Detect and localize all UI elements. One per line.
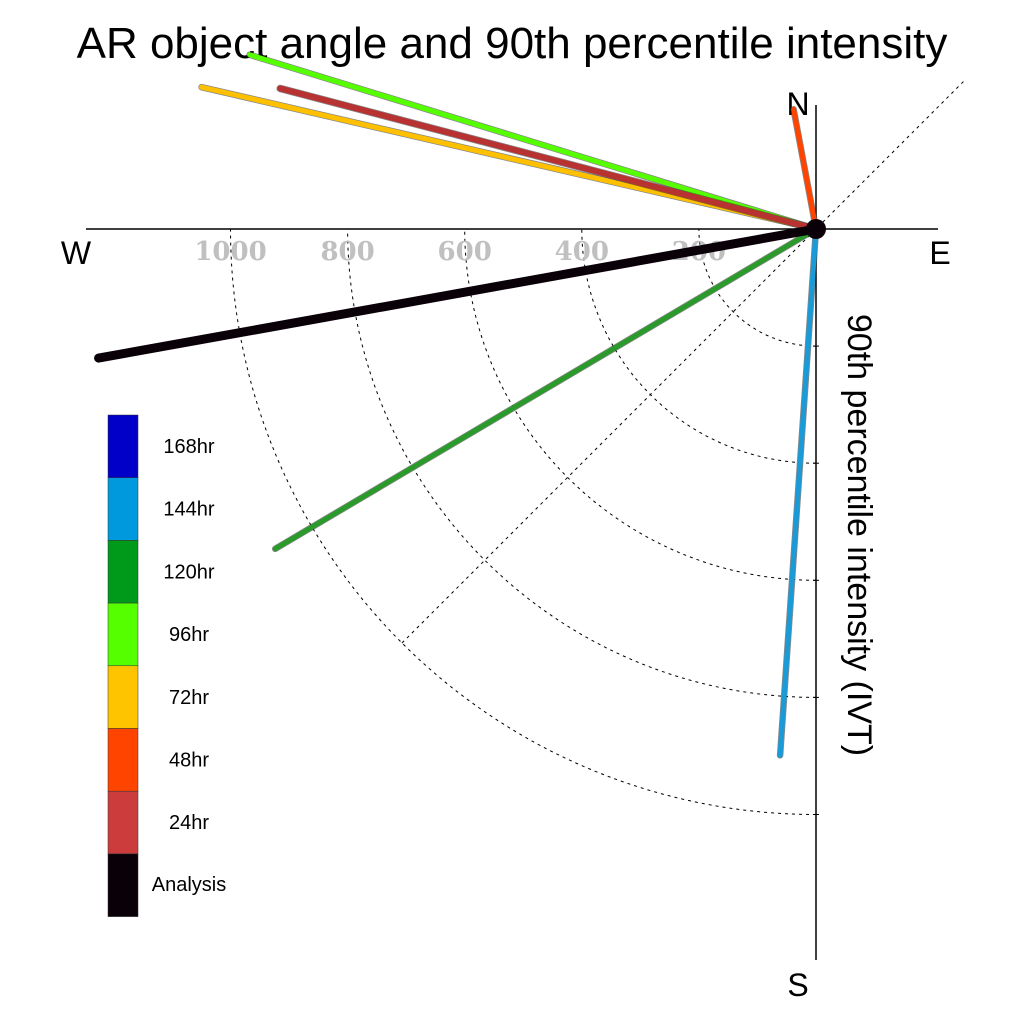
radial-ticks: 2004006008001000: [194, 237, 726, 267]
radial-axis-label: 90th percentile intensity (IVT): [840, 314, 878, 756]
legend-label: 144hr: [163, 499, 214, 521]
legend-label: 24hr: [169, 812, 209, 834]
legend-swatch: [107, 414, 139, 478]
legend-label: 120hr: [163, 561, 214, 583]
grid-ring: [230, 228, 817, 815]
legend-swatch: [107, 602, 139, 667]
grid-diagonal: [401, 79, 966, 644]
legend-swatch: [107, 477, 139, 541]
compass-south: S: [787, 967, 808, 1003]
tick-label: 400: [555, 237, 609, 267]
legend-label: 96hr: [169, 624, 209, 646]
legend-label: 48hr: [169, 750, 209, 772]
legend: 168hr 144hr 120hr 96hr 72hr 48hr 24hr Analysis: [107, 414, 226, 917]
tick-label: 600: [438, 237, 492, 267]
grid-ring: [347, 228, 817, 698]
legend-swatch: [107, 728, 139, 792]
grid-ring: [698, 228, 817, 347]
series-lines: [94, 51, 821, 759]
legend-swatch: [107, 540, 139, 604]
series-line-144hr: [777, 226, 819, 758]
tick-label: 1000: [194, 237, 266, 267]
tick-label: 800: [320, 237, 374, 267]
legend-swatch: [107, 853, 139, 917]
series-line-96hr: [247, 52, 819, 232]
series-line-120hr: [272, 226, 819, 552]
series-line-48hr: [791, 106, 819, 232]
series-line-24hr: [277, 85, 819, 232]
compass-west: W: [61, 235, 92, 271]
compass-east: E: [929, 235, 950, 271]
series-line-analysis: [94, 224, 821, 363]
legend-swatch: [107, 665, 139, 729]
legend-swatch: [107, 790, 139, 855]
legend-label: 168hr: [163, 436, 214, 458]
legend-label: 72hr: [169, 687, 209, 709]
chart-title: AR object angle and 90th percentile inte…: [77, 19, 948, 68]
grid-ring: [464, 228, 817, 581]
legend-label: Analysis: [152, 874, 226, 896]
origin-marker: [806, 219, 826, 239]
